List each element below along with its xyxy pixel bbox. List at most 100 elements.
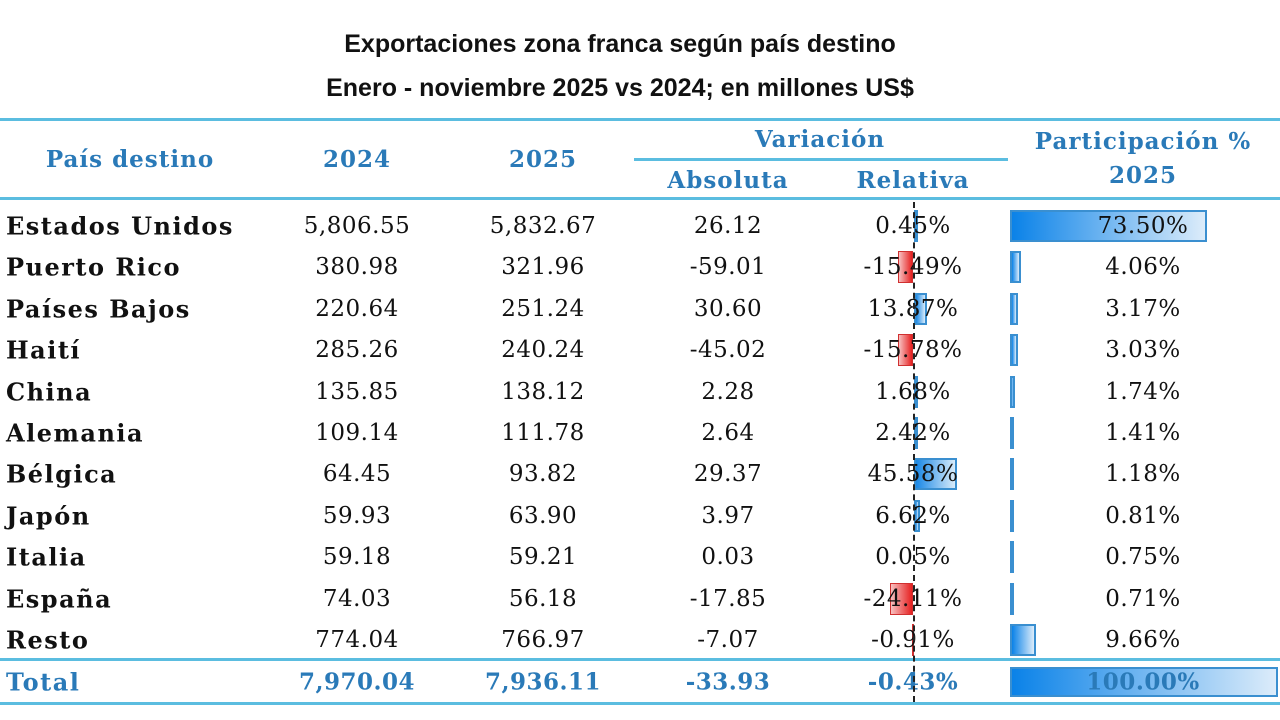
- header-top-rule: [0, 118, 1280, 121]
- header-bottom-rule: [0, 197, 1280, 200]
- relative-change-bar: [914, 210, 918, 242]
- participation-bar: [1010, 667, 1278, 697]
- value-2025: 240.24: [501, 337, 585, 364]
- relative-change: -0.43%: [867, 668, 959, 696]
- relative-change-bar: [914, 292, 928, 325]
- relative-change-bar: [914, 458, 958, 491]
- relative-change-bar: [914, 375, 918, 408]
- total-top-rule: [0, 658, 1280, 661]
- relative-change: -15.49%: [863, 254, 963, 281]
- absolute-change: -17.85: [689, 585, 767, 612]
- participation-bar: [1010, 334, 1019, 367]
- relative-change: 2.42%: [875, 420, 951, 446]
- relative-zero-axis: [913, 202, 915, 702]
- value-2025: 251.24: [501, 295, 585, 322]
- absolute-change: -59.01: [689, 254, 767, 281]
- country-name: España: [6, 584, 113, 614]
- participation-bar: [1010, 541, 1014, 574]
- relative-change-bar: [914, 417, 918, 449]
- participation-share: 0.75%: [1105, 544, 1181, 571]
- country-name: Alemania: [6, 418, 145, 448]
- relative-change-bar: [914, 499, 921, 532]
- participation-share: 0.81%: [1105, 502, 1181, 529]
- value-2024: 74.03: [322, 585, 392, 612]
- relative-change: -15.78%: [863, 337, 963, 364]
- country-name: Países Bajos: [6, 294, 191, 324]
- participation-bar: [1010, 292, 1019, 325]
- participation-share: 1.74%: [1105, 378, 1181, 405]
- absolute-change: 2.64: [701, 420, 755, 446]
- participation-share: 3.03%: [1105, 337, 1181, 364]
- absolute-change: 26.12: [693, 213, 763, 239]
- value-2024: 64.45: [322, 461, 392, 488]
- relative-change: 0.05%: [875, 544, 951, 571]
- participation-share: 73.50%: [1097, 213, 1189, 239]
- participation-bar: [1010, 417, 1014, 449]
- relative-change: 6.62%: [875, 502, 951, 529]
- country-name: Estados Unidos: [6, 211, 234, 241]
- table-title: Exportaciones zona franca según país des…: [344, 30, 896, 58]
- relative-change: 1.68%: [875, 378, 951, 405]
- value-2025: 63.90: [508, 502, 578, 529]
- participation-share: 9.66%: [1105, 627, 1181, 653]
- absolute-change: -45.02: [689, 337, 767, 364]
- value-2024: 285.26: [315, 337, 399, 364]
- country-name: Japón: [6, 501, 91, 531]
- absolute-change: 0.03: [701, 544, 755, 571]
- value-2025: 59.21: [508, 544, 578, 571]
- value-2025: 7,936.11: [484, 668, 602, 696]
- participation-bar: [1010, 375, 1015, 408]
- participation-bar: [1010, 210, 1207, 242]
- country-name: Haití: [6, 335, 82, 365]
- header-country: País destino: [45, 146, 215, 173]
- absolute-change: 2.28: [701, 378, 755, 405]
- value-2024: 774.04: [315, 627, 399, 653]
- participation-bar: [1010, 582, 1014, 615]
- participation-share: 3.17%: [1105, 295, 1181, 322]
- value-2024: 59.18: [322, 544, 392, 571]
- relative-change: -0.91%: [871, 627, 955, 653]
- participation-share: 1.41%: [1105, 420, 1181, 446]
- relative-change: 13.87%: [867, 295, 959, 322]
- header-participation-year: 2025: [1108, 162, 1178, 189]
- relative-change: -24.11%: [863, 585, 963, 612]
- country-name: Puerto Rico: [6, 252, 182, 282]
- value-2025: 138.12: [501, 378, 585, 405]
- participation-share: 1.18%: [1105, 461, 1181, 488]
- value-2024: 220.64: [315, 295, 399, 322]
- participation-bar: [1010, 624, 1036, 656]
- value-2025: 111.78: [501, 420, 585, 446]
- country-name: Bélgica: [6, 459, 118, 489]
- country-name: Resto: [6, 625, 90, 655]
- header-2024: 2024: [322, 146, 392, 173]
- value-2025: 321.96: [501, 254, 585, 281]
- value-2024: 380.98: [315, 254, 399, 281]
- value-2025: 93.82: [508, 461, 578, 488]
- participation-share: 4.06%: [1105, 254, 1181, 281]
- variation-underline: [634, 158, 1008, 161]
- absolute-change: -33.93: [685, 668, 771, 696]
- header-relative: Relativa: [856, 167, 970, 194]
- header-2025: 2025: [508, 146, 578, 173]
- total-bottom-rule: [0, 702, 1280, 705]
- value-2024: 5,806.55: [303, 213, 411, 239]
- header-absolute: Absoluta: [667, 167, 789, 194]
- country-name: Italia: [6, 542, 87, 572]
- value-2024: 109.14: [315, 420, 399, 446]
- relative-change-bar: [890, 582, 913, 615]
- relative-change-bar: [898, 251, 913, 284]
- value-2025: 56.18: [508, 585, 578, 612]
- value-2024: 7,970.04: [298, 668, 416, 696]
- country-name: China: [6, 377, 93, 407]
- participation-bar: [1010, 458, 1014, 491]
- absolute-change: 29.37: [693, 461, 763, 488]
- participation-share: 100.00%: [1086, 668, 1200, 696]
- country-name: Total: [6, 667, 81, 697]
- value-2025: 766.97: [501, 627, 585, 653]
- table-subtitle: Enero - noviembre 2025 vs 2024; en millo…: [326, 74, 914, 102]
- relative-change: 45.58%: [867, 461, 959, 488]
- participation-bar: [1010, 499, 1014, 532]
- absolute-change: 3.97: [701, 502, 755, 529]
- value-2024: 59.93: [322, 502, 392, 529]
- header-participation: Participación %: [1034, 128, 1252, 155]
